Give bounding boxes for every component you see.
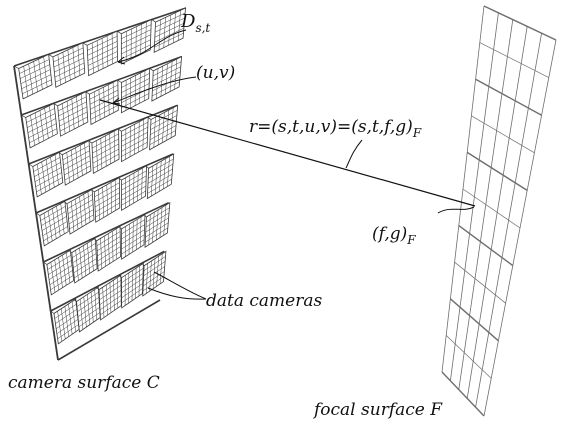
label-ds-t: Ds,t	[180, 11, 210, 35]
camera-tile	[117, 67, 151, 114]
camera-tile	[93, 225, 121, 272]
leader-cameras-1	[153, 271, 207, 300]
camera-tile	[48, 42, 86, 88]
focal-grid-row	[471, 115, 535, 154]
focal-surface-grid	[441, 5, 557, 417]
focal-grid-col	[441, 5, 485, 373]
focal-grid-row	[462, 188, 521, 229]
leader-cameras-2	[147, 287, 207, 300]
camera-tile	[145, 153, 175, 200]
focal-grid-col	[483, 39, 557, 417]
label-ray-equation: r=(s,t,u,v)=(s,t,f,g)F	[249, 117, 422, 140]
camera-tile	[63, 188, 95, 235]
focal-grid-col	[450, 12, 499, 381]
leader-ray	[345, 139, 363, 169]
camera-tile	[53, 91, 89, 137]
focal-grid-row	[466, 151, 528, 191]
camera-tile	[68, 237, 98, 284]
camera-tile	[58, 139, 92, 186]
camera-tile	[50, 298, 80, 345]
camera-tile	[90, 176, 121, 223]
camera-tile	[141, 250, 167, 297]
camera-tile	[117, 116, 149, 163]
camera-tile	[28, 151, 64, 198]
camera-frame-row	[50, 250, 165, 312]
label-camera-surface: camera surface C	[8, 373, 160, 393]
camera-tile	[85, 79, 119, 126]
leader-fg	[437, 206, 475, 214]
camera-tile	[118, 213, 146, 260]
camera-surface-grid	[13, 7, 187, 361]
label-fg: (f,g)F	[372, 224, 416, 247]
camera-tile	[13, 53, 53, 100]
camera-frame-row	[13, 7, 187, 67]
camera-frame-row	[42, 201, 170, 263]
label-data-cameras: data cameras	[206, 291, 322, 311]
focal-grid-row	[479, 42, 549, 78]
focal-grid-col	[475, 33, 542, 408]
label-uv: (u,v)	[196, 63, 235, 83]
focal-grid-row	[441, 371, 485, 417]
camera-tile	[43, 249, 75, 296]
focal-grid-row	[445, 335, 492, 379]
leader-uv-arrow	[112, 97, 121, 105]
camera-tile	[147, 104, 179, 151]
ray-line	[99, 99, 476, 207]
camera-tile	[117, 18, 152, 65]
leader-uv	[112, 76, 197, 104]
camera-tile	[149, 55, 183, 102]
focal-grid-row	[475, 78, 542, 116]
focal-grid-row	[454, 261, 506, 304]
focal-grid-row	[449, 298, 499, 342]
label-focal-surface: focal surface F	[312, 400, 443, 420]
camera-frame-row	[57, 299, 161, 361]
camera-tile	[73, 286, 101, 333]
focal-grid-row	[458, 225, 514, 267]
camera-tile	[35, 200, 69, 247]
camera-tile	[143, 201, 171, 248]
focal-grid-col	[466, 26, 528, 399]
camera-tile	[82, 30, 118, 77]
camera-frame-row	[21, 55, 182, 116]
camera-tile	[118, 262, 144, 309]
leader-ds-t	[117, 29, 187, 63]
leader-ds-t-arrow	[117, 56, 126, 65]
focal-grid-col	[458, 19, 514, 390]
camera-tile	[21, 102, 58, 149]
camera-tile	[87, 128, 120, 174]
camera-frame-row	[35, 153, 174, 214]
focal-grid-row	[483, 5, 557, 41]
camera-tile	[95, 274, 122, 321]
camera-tile	[117, 165, 147, 212]
